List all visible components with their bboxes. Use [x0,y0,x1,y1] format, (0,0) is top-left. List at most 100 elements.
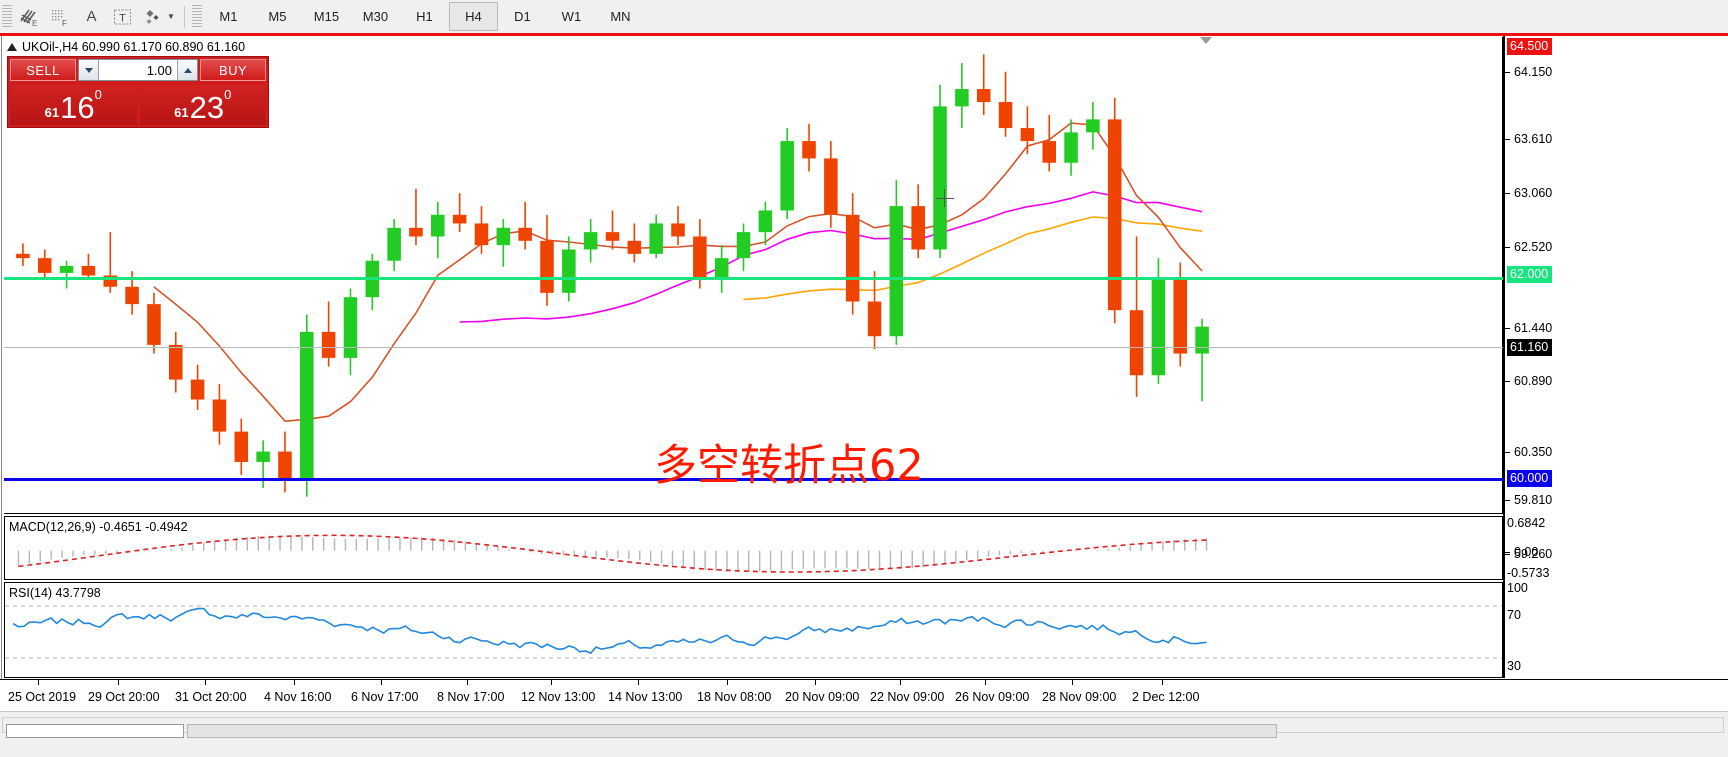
timeframe-m30[interactable]: M30 [362,9,389,24]
bid-price-big: 16 [60,90,95,126]
svg-text:T: T [119,12,126,24]
rsi-tick: 100 [1507,581,1528,595]
text-object-icon[interactable]: T [107,2,138,31]
timeframe-h4[interactable]: H4 [448,2,498,31]
time-axis-tick [294,680,295,685]
volume-decrease-icon[interactable] [79,60,99,80]
macd-plot-svg [17,534,1208,573]
time-axis-label: 14 Nov 13:00 [608,690,683,704]
time-axis[interactable]: 25 Oct 2019 29 Oct 20:00 31 Oct 20:00 4 Nov… [0,679,1728,712]
time-axis-label: 31 Oct 20:00 [175,690,247,704]
price-tick: 60.890 [1505,375,1552,388]
timeframe-mn[interactable]: MN [610,9,631,24]
price-tick: 59.260 [1505,548,1552,561]
volume-stepper[interactable]: 1.00 [78,59,198,81]
timeframe-m5[interactable]: M5 [268,9,287,24]
chart-shift-icon[interactable] [7,43,17,51]
time-axis-tick [900,680,901,685]
ask-price-big: 23 [189,90,225,126]
price-tick: 63.610 [1505,133,1552,146]
price-tick: 59.810 [1505,494,1552,507]
price-tick: 61.440 [1505,322,1552,335]
macd-label: MACD(12,26,9) -0.4651 -0.4942 [9,520,188,534]
time-axis-label: 20 Nov 09:00 [785,690,860,704]
time-axis-tick [551,680,552,685]
bid-price-point: 0 [94,87,102,102]
chart-top-border [0,33,1728,36]
time-axis-label: 4 Nov 16:00 [264,690,332,704]
time-axis-tick [1162,680,1163,685]
lower-level-tag: 60.000 [1507,470,1553,487]
macd-tick: -0.5733 [1507,566,1550,580]
symbol-header: UKOil-,H4 60.990 61.170 60.890 61.160 [7,39,245,55]
timeframe-h1[interactable]: H1 [416,9,433,24]
bid-price-display[interactable]: 61 16 0 [10,85,137,125]
one-click-trading-panel[interactable]: SELL 1.00 BUY 61 16 0 61 23 0 [7,56,269,128]
indicators-icon[interactable]: E [14,2,45,31]
rsi-pane[interactable] [4,582,1503,678]
time-axis-tick [727,680,728,685]
time-axis-tick [205,680,206,685]
ask-price-display[interactable]: 61 23 0 [139,85,266,126]
price-tick: 64.150 [1505,66,1552,79]
time-axis-label: 12 Nov 13:00 [521,690,596,704]
current-price-tag: 61.160 [1507,339,1553,356]
macd-pane[interactable] [4,516,1503,580]
time-axis-tick [467,680,468,685]
scroll-indicator-icon[interactable] [1200,37,1212,44]
rsi-tick: 70 [1507,608,1521,622]
horizontal-scrollbar[interactable] [2,717,1724,738]
price-scale[interactable]: 64.150 63.610 63.060 62.520 61.440 60.89… [1503,36,1728,678]
support-line-62[interactable] [4,277,1503,280]
support-level-tag: 62.000 [1507,266,1553,283]
toolbar-grip[interactable] [2,4,12,29]
price-tick: 62.520 [1505,241,1552,254]
scrollbar-thumb[interactable] [187,724,1277,738]
chart-annotation-text: 多空转折点62 [654,441,924,491]
rsi-plot-svg [5,605,1502,659]
time-axis-label: 25 Oct 2019 [8,690,77,704]
timeframe-m15[interactable]: M15 [313,9,340,24]
crosshair-horizontal [936,198,954,199]
sell-button[interactable]: SELL [10,59,76,81]
templates-icon[interactable]: F [45,2,76,31]
ask-price-prefix: 61 [174,105,189,120]
time-axis-label: 29 Oct 20:00 [88,690,160,704]
time-axis-label: 22 Nov 09:00 [870,690,945,704]
time-axis-tick [38,680,39,685]
time-axis-tick [985,680,986,685]
macd-tick: 0.00 [1505,546,1538,559]
svg-text:F: F [62,19,67,27]
chart-container[interactable]: 多空转折点62 UKOil-,H4 60.990 61.170 60.890 6… [0,33,1728,757]
objects-list-icon[interactable] [138,2,169,31]
price-tick: 60.350 [1505,446,1552,459]
scrollbar-left-segment[interactable] [6,724,184,738]
objects-dropdown-caret-icon[interactable]: ▼ [167,12,175,21]
volume-input[interactable]: 1.00 [99,60,177,80]
time-axis-tick [1072,680,1073,685]
time-axis-tick [815,680,816,685]
price-pane[interactable]: 多空转折点62 [4,37,1503,514]
volume-increase-icon[interactable] [177,60,197,80]
time-axis-label: 18 Nov 08:00 [697,690,772,704]
symbol-ohlc-text: UKOil-,H4 60.990 61.170 60.890 61.160 [22,40,246,54]
ask-price-point: 0 [224,87,232,102]
chart-toolbar: E F A [0,0,1728,34]
support-line-60[interactable] [4,478,1503,481]
timeframe-grip[interactable] [191,4,202,29]
time-axis-tick [638,680,639,685]
price-plot-svg [16,54,1209,497]
timeframe-d1[interactable]: D1 [514,9,531,24]
bid-price-prefix: 61 [44,105,60,120]
chart-left-border [0,36,3,746]
time-axis-label: 26 Nov 09:00 [955,690,1030,704]
time-axis-label: 6 Nov 17:00 [351,690,419,704]
rsi-tick: 30 [1507,659,1521,673]
text-label-icon[interactable]: A [86,8,97,25]
price-tick: 63.060 [1505,187,1552,200]
buy-button[interactable]: BUY [200,59,266,81]
timeframe-m1[interactable]: M1 [219,9,238,24]
high-price-tag: 64.500 [1507,38,1553,55]
time-axis-label: 8 Nov 17:00 [437,690,505,704]
timeframe-w1[interactable]: W1 [561,9,582,24]
